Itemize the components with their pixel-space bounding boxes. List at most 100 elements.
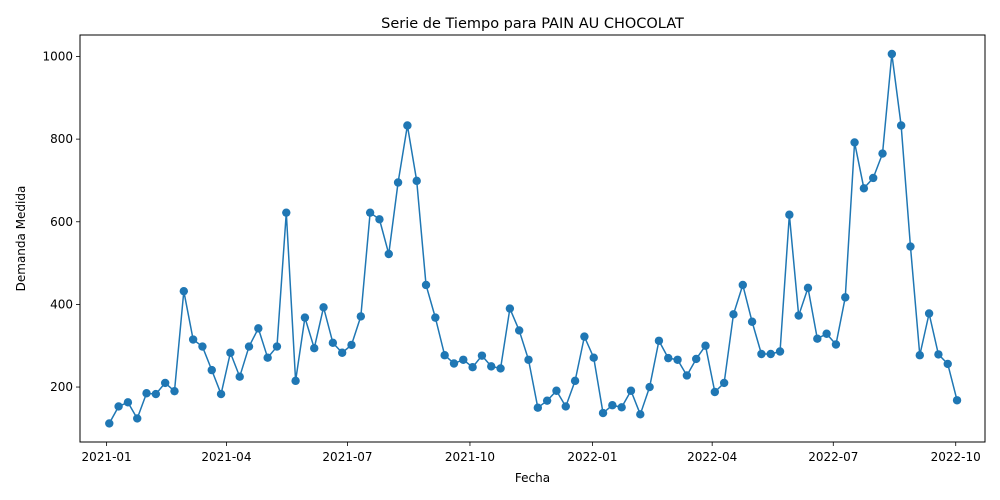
data-point [310,344,319,353]
data-point [729,310,738,319]
data-point [636,410,645,419]
data-point [160,378,170,388]
plot-frame [79,34,986,443]
data-point [337,348,347,357]
data-point [943,359,952,369]
data-point [421,280,431,290]
data-point [291,376,300,386]
data-point [747,317,757,326]
data-point [375,215,384,224]
x-tick-label: 2022-04 [687,450,737,464]
data-point [105,419,114,428]
data-point [719,378,729,388]
data-point [496,364,505,373]
data-point [328,338,338,348]
data-point [869,173,878,183]
data-point [123,398,133,407]
data-point [831,340,841,349]
y-tick-label: 400 [50,297,73,311]
data-point [859,184,869,193]
data-point [403,121,412,130]
data-point [608,401,617,410]
data-point [459,355,468,364]
data-point [235,372,244,381]
data-point [440,351,449,360]
data-point [514,326,524,335]
data-point [757,349,766,359]
data-point [300,313,310,322]
data-point [626,386,636,395]
data-point [114,402,123,411]
data-point [850,138,859,147]
data-point [813,334,822,343]
data-point [179,286,189,296]
x-tick-label: 2021-04 [201,450,251,464]
x-tick-label: 2022-01 [567,450,617,464]
x-tick-label: 2021-01 [82,450,132,464]
data-point [552,386,561,395]
data-point [934,350,943,359]
data-point [785,210,794,219]
data-point [207,365,216,375]
y-axis-ticks: 200 400 600 800 1000 [42,49,80,394]
data-point [188,335,198,344]
y-tick-label: 800 [50,132,73,146]
data-point [896,121,906,130]
data-point [133,414,142,423]
data-point [412,176,421,186]
data-point [673,355,682,364]
data-point [244,342,254,351]
data-point [589,353,598,362]
data-point [775,347,785,356]
x-tick-label: 2021-07 [322,450,372,464]
data-point [524,355,533,364]
data-point [282,208,291,217]
x-tick-label: 2022-07 [808,450,858,464]
y-tick-label: 200 [50,380,73,394]
data-point [924,309,934,318]
data-point [477,351,487,360]
data-point [598,408,608,418]
data-point [365,208,375,217]
data-point [738,280,747,290]
data-point [887,49,897,59]
data-point [841,293,850,302]
data-point [561,402,570,411]
y-tick-label: 1000 [42,49,73,63]
data-point [170,386,179,396]
data-point [915,351,924,360]
data-point [617,403,626,412]
data-point [216,389,226,399]
data-point [878,149,887,158]
data-point [384,249,393,259]
data-point [766,349,775,359]
data-point [449,359,459,368]
data-point [505,304,515,313]
data-point [142,389,151,398]
data-point [272,342,282,351]
x-tick-label: 2022-10 [931,450,981,464]
data-point [654,336,664,345]
chart-title: Serie de Tiempo para PAIN AU CHOCOLAT [381,16,684,32]
data-point [254,324,263,333]
data-point [701,341,710,350]
data-point [794,311,803,320]
data-point [822,329,831,338]
data-point [356,312,366,321]
data-point [151,389,161,399]
data-point [803,283,813,293]
data-point [226,348,235,357]
x-axis-ticks: 2021-01 2021-04 2021-07 2021-10 2022-01 2022-… [82,442,981,464]
data-point [393,178,403,187]
data-point [468,363,477,372]
data-point [198,342,207,351]
data-point [542,396,552,405]
data-point [664,353,673,363]
data-point [263,353,272,362]
x-tick-label: 2021-10 [445,450,495,464]
x-axis-label: Fecha [515,471,550,485]
data-point [487,362,496,371]
y-tick-label: 600 [50,215,73,229]
data-point [692,354,701,364]
plot-area [105,49,962,428]
